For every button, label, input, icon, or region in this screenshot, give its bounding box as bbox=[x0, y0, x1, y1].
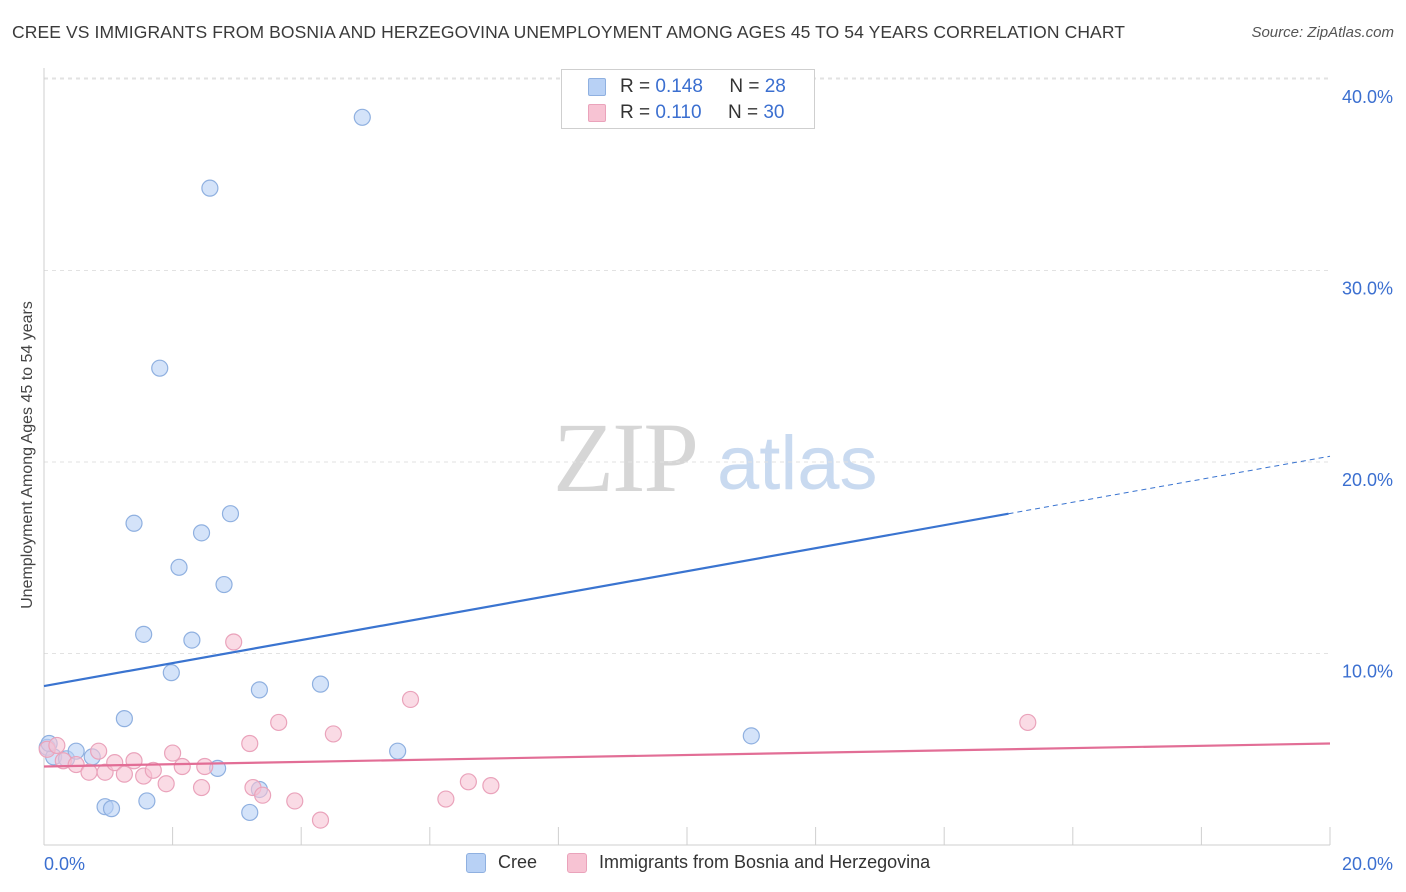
bosnia-point bbox=[311, 811, 330, 829]
bosnia-point bbox=[157, 775, 175, 793]
cree-point bbox=[102, 800, 121, 818]
n-label: N = bbox=[729, 76, 760, 97]
bosnia-point bbox=[270, 713, 288, 732]
bosnia-point bbox=[106, 754, 124, 772]
cree-point bbox=[170, 558, 188, 576]
cree-point bbox=[353, 108, 371, 126]
cree-point bbox=[151, 359, 169, 377]
r-label: R = bbox=[620, 76, 651, 97]
cree-point bbox=[241, 803, 259, 822]
x-tick-label: 20.0% bbox=[1342, 854, 1393, 874]
cree-point bbox=[742, 727, 760, 745]
bosnia-point bbox=[144, 761, 162, 779]
bosnia-swatch bbox=[588, 104, 606, 122]
n-label: N = bbox=[727, 102, 759, 123]
bosnia-point bbox=[67, 755, 85, 774]
bosnia-point bbox=[115, 765, 133, 783]
r-value-bosnia: 0.110 bbox=[655, 102, 702, 123]
bosnia-point bbox=[254, 786, 272, 804]
cree-trend-line bbox=[43, 512, 1009, 688]
bosnia-point bbox=[225, 633, 243, 651]
bosnia-point bbox=[482, 777, 500, 795]
cree-point bbox=[221, 505, 240, 523]
chart-title: CREE VS IMMIGRANTS FROM BOSNIA AND HERZE… bbox=[12, 22, 1126, 42]
bosnia-point bbox=[173, 757, 191, 776]
cree-point bbox=[389, 742, 407, 760]
legend-label-cree: Cree bbox=[498, 852, 538, 872]
bosnia-point bbox=[459, 773, 477, 791]
bosnia-point bbox=[192, 778, 211, 797]
cree-point bbox=[215, 575, 233, 594]
cree-point bbox=[311, 675, 330, 693]
legend-item-cree[interactable]: Cree bbox=[466, 852, 537, 873]
cree-point bbox=[115, 710, 133, 728]
bosnia-point bbox=[401, 690, 420, 709]
n-value-cree: 28 bbox=[764, 76, 786, 97]
y-tick-label: 10.0% bbox=[1342, 662, 1393, 682]
cree-point bbox=[192, 524, 211, 542]
bosnia-point bbox=[164, 744, 182, 762]
x-tick-label: 0.0% bbox=[44, 854, 85, 874]
legend-swatch-bosnia bbox=[567, 852, 588, 873]
watermark-zip: ZIP bbox=[553, 402, 699, 513]
cree-point bbox=[135, 625, 153, 643]
bosnia-point bbox=[1019, 713, 1037, 732]
bosnia-point bbox=[196, 757, 214, 776]
watermark-atlas: atlas bbox=[717, 421, 878, 506]
y-tick-label: 30.0% bbox=[1342, 279, 1393, 299]
r-value-cree: 0.148 bbox=[655, 76, 703, 97]
bosnia-point bbox=[286, 792, 304, 810]
cree-point bbox=[138, 792, 156, 810]
legend-swatch-cree bbox=[466, 852, 486, 873]
legend-label-bosnia: Immigrants from Bosnia and Herzegovina bbox=[599, 852, 931, 872]
cree-point bbox=[250, 681, 269, 699]
cree-swatch bbox=[588, 78, 606, 96]
cree-point bbox=[125, 514, 143, 532]
bosnia-point bbox=[241, 734, 259, 753]
legend-item-bosnia[interactable]: Immigrants from Bosnia and Herzegovina bbox=[567, 852, 930, 873]
cree-trend-extension bbox=[1008, 455, 1331, 515]
bosnia-point bbox=[324, 725, 342, 743]
source-label: Source: ZipAtlas.com bbox=[1251, 24, 1394, 41]
cree-point bbox=[201, 179, 219, 197]
cree-point bbox=[162, 664, 180, 682]
stats-legend: R = 0.148 N = 28 R = 0.110 N = 30 bbox=[561, 69, 815, 129]
r-label: R = bbox=[620, 102, 651, 123]
bosnia-point bbox=[125, 752, 143, 770]
bosnia-point bbox=[437, 790, 455, 808]
y-tick-label: 40.0% bbox=[1342, 87, 1393, 107]
bosnia-trend-line bbox=[43, 742, 1331, 768]
y-tick-label: 20.0% bbox=[1342, 470, 1393, 490]
bottom-legend: Cree Immigrants from Bosnia and Herzegov… bbox=[466, 852, 960, 873]
n-value-bosnia: 30 bbox=[763, 102, 785, 123]
bosnia-point bbox=[48, 736, 66, 755]
cree-point bbox=[183, 631, 201, 649]
bosnia-point bbox=[90, 742, 108, 760]
